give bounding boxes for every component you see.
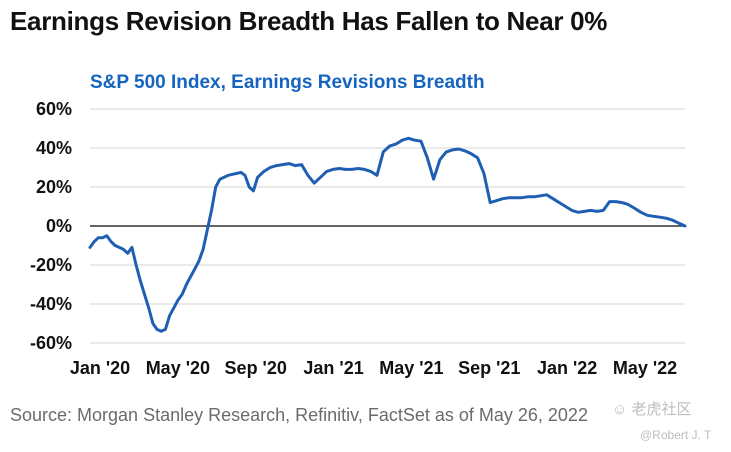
x-tick-label: Sep '21 bbox=[458, 358, 520, 378]
y-tick-label: -60% bbox=[30, 333, 72, 353]
watermark-user: @Robert J. T bbox=[640, 428, 712, 442]
y-axis-tick-labels: 60% 40% 20% 0% -20% -40% -60% bbox=[30, 99, 72, 353]
y-tick-label: -20% bbox=[30, 255, 72, 275]
watermark-logo: ☺ 老虎社区 bbox=[612, 401, 692, 418]
x-tick-label: May '20 bbox=[146, 358, 210, 378]
y-tick-label: 20% bbox=[36, 177, 72, 197]
y-tick-label: 60% bbox=[36, 99, 72, 119]
line-chart: S&P 500 Index, Earnings Revisions Breadt… bbox=[30, 72, 687, 378]
chart-subtitle: S&P 500 Index, Earnings Revisions Breadt… bbox=[90, 72, 485, 93]
x-tick-label: May '21 bbox=[379, 358, 443, 378]
y-tick-label: -40% bbox=[30, 294, 72, 314]
x-tick-label: Jan '22 bbox=[537, 358, 597, 378]
x-tick-label: Sep '20 bbox=[225, 358, 287, 378]
source-note: Source: Morgan Stanley Research, Refinit… bbox=[10, 405, 588, 425]
x-axis-tick-labels: Jan '20 May '20 Sep '20 Jan '21 May '21 Sep '… bbox=[70, 358, 677, 378]
chart-title: Earnings Revision Breadth Has Fallen to … bbox=[10, 6, 608, 36]
y-tick-label: 0% bbox=[46, 216, 72, 236]
gridlines bbox=[90, 108, 685, 344]
x-tick-label: May '22 bbox=[613, 358, 677, 378]
breadth-series-line bbox=[88, 136, 687, 333]
y-tick-label: 40% bbox=[36, 138, 72, 158]
x-tick-label: Jan '21 bbox=[303, 358, 363, 378]
x-tick-label: Jan '20 bbox=[70, 358, 130, 378]
